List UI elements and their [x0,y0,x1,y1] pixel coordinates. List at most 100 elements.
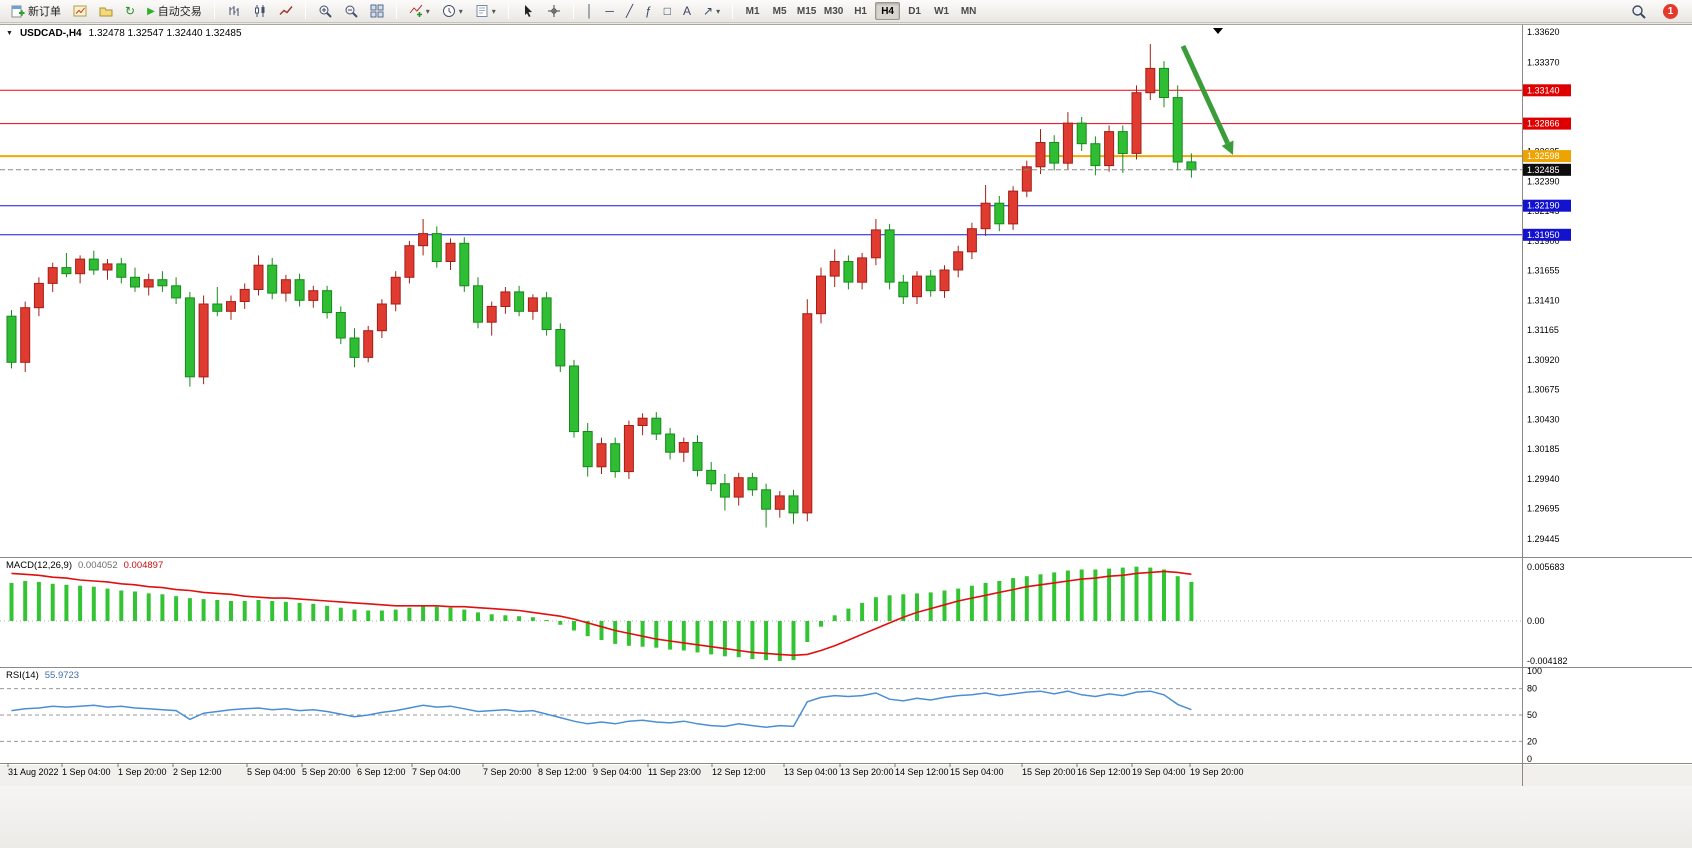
candle [925,275,936,292]
time-axis[interactable] [0,763,1692,787]
timeframe-w1[interactable]: W1 [934,5,950,17]
toolbar-separator [395,3,397,19]
period-button[interactable]: ▾ [437,2,468,21]
candle [706,469,717,485]
new-order-button[interactable]: 新订单 [6,2,66,21]
time-label: 11 Sep 23:00 [648,767,701,777]
macd-histogram-bar [119,590,124,621]
time-label: 7 Sep 04:00 [412,767,461,777]
chevron-down-icon: ▾ [458,6,463,16]
toolbar-separator [304,3,306,19]
horizontal-line-icon: ─ [605,4,614,18]
timeframe-m1[interactable]: M1 [745,5,760,17]
macd-histogram-bar [1107,568,1112,621]
chart-canvas[interactable]: 1.336201.333701.326351.323901.321451.319… [0,25,1692,787]
macd-histogram-bar [201,599,206,621]
timeframe-h1[interactable]: H1 [854,5,867,17]
candle [788,495,799,514]
line-chart-mode-button[interactable] [274,2,298,21]
macd-histogram-bar [1148,567,1153,621]
chart-shift-marker[interactable] [1213,28,1223,34]
vertical-line-tool-button[interactable]: │ [581,2,599,21]
cursor-button[interactable] [516,2,540,21]
macd-main-value: 0.004052 [78,560,118,571]
search-button[interactable] [1626,2,1651,21]
arrows-tool-button[interactable]: ↗ ▾ [698,2,725,21]
macd-signal-line [11,570,1192,657]
ohlc-values: 1.32478 1.32547 1.32440 1.32485 [88,28,242,39]
rsi-name: RSI(14) [6,670,39,681]
trendline-tool-button[interactable]: ╱ [621,2,638,21]
candle [555,329,566,367]
timeframe-d1[interactable]: D1 [908,5,921,17]
macd-histogram-bar [791,621,796,661]
new-chart-button[interactable] [68,2,92,21]
refresh-button[interactable]: ↻ [120,2,140,21]
macd-histogram-bar [462,609,467,621]
macd-histogram-bar [448,607,453,621]
tile-windows-icon [370,4,384,18]
price-tick-label: 1.29695 [1527,504,1560,514]
price-line-label-text: 1.32598 [1527,151,1560,161]
horizontal-line-tool-button[interactable]: ─ [600,2,619,21]
macd-histogram-bar [133,591,137,621]
timeframe-m30[interactable]: M30 [823,5,844,17]
indicators-button[interactable]: ▾ [404,2,435,21]
rsi-panel [0,688,1522,742]
macd-histogram-bar [229,601,233,621]
time-label: 5 Sep 20:00 [302,767,351,777]
macd-histogram-bar [983,582,988,621]
template-button[interactable]: ▾ [470,2,501,21]
macd-histogram-bar [997,581,1002,621]
candle [569,365,579,433]
price-tick-label: 1.30675 [1527,385,1560,395]
price-line-label-text: 1.32866 [1527,119,1560,129]
macd-histogram-bar [722,621,727,657]
auto-trading-button[interactable]: ▶ 自动交易 [142,2,207,21]
zoom-in-button[interactable] [313,2,337,21]
macd-histogram-bar [1038,574,1043,621]
macd-histogram-bar [325,605,330,621]
macd-histogram-bar [681,621,686,651]
time-label: 8 Sep 12:00 [538,767,587,777]
trend-arrow-line[interactable] [1180,44,1230,145]
macd-histogram-bar [1093,569,1098,621]
macd-histogram-bar [1024,576,1029,621]
text-tool-button[interactable]: A [678,2,696,21]
candlestick-mode-button[interactable] [248,2,272,21]
collapse-icon[interactable]: ▼ [6,30,13,37]
candle [308,290,319,301]
zoom-out-button[interactable] [339,2,363,21]
trend-arrow-head[interactable] [1221,140,1234,156]
notification-badge[interactable]: 1 [1663,3,1678,19]
candle [445,242,456,263]
candle [61,267,72,275]
timeframe-h4[interactable]: H4 [875,2,901,20]
timeframe-m15[interactable]: M15 [796,5,817,17]
fibonacci-tool-button[interactable]: ƒ [640,2,657,21]
macd-histogram-bar [695,621,700,653]
price-line-label [1523,199,1571,212]
price-line-label-text: 1.31950 [1527,230,1560,240]
tile-windows-button[interactable] [365,2,389,21]
macd-histogram-bar [407,607,412,621]
crosshair-button[interactable] [542,2,566,21]
macd-histogram-bar [146,593,151,621]
timeframe-m5[interactable]: M5 [772,5,787,17]
candle [404,245,415,278]
macd-histogram-bar [503,615,508,621]
rsi-line [11,690,1192,729]
shapes-tool-button[interactable]: □ [659,2,676,21]
macd-histogram-bar [187,598,192,621]
profiles-button[interactable] [94,2,118,21]
candle [1021,166,1032,192]
candle [102,263,113,271]
price-tick-label: 1.30920 [1527,355,1560,365]
macd-histogram-bar [832,615,837,621]
bar-chart-mode-button[interactable] [222,2,246,21]
price-line-label-text: 1.32190 [1527,201,1560,211]
candle [1145,67,1156,94]
timeframe-mn[interactable]: MN [960,5,977,17]
macd-histogram-bar [9,582,14,621]
